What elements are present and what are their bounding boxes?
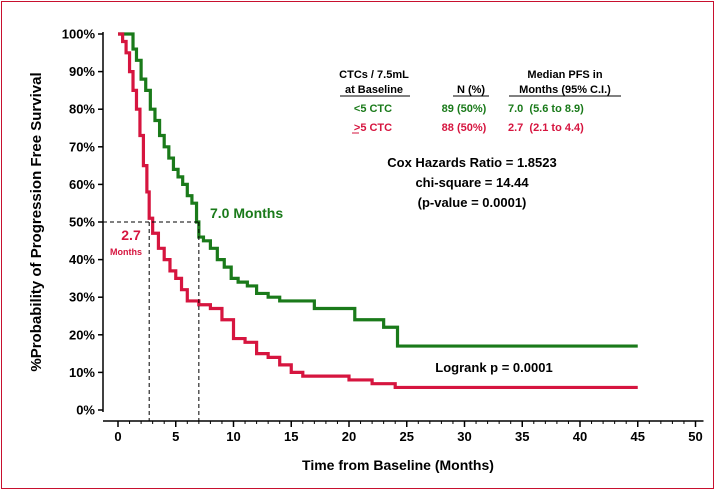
x-tick-label: 25: [400, 429, 414, 444]
x-tick-label: 5: [172, 429, 179, 444]
median-reference-lines: [103, 221, 200, 421]
y-tick-label: 50%: [69, 215, 95, 230]
x-tick-label: 15: [284, 429, 298, 444]
series-line-high-ctc: [118, 32, 638, 390]
legend-row-high-group: >5 CTC: [354, 122, 392, 134]
y-tick-label: 10%: [69, 365, 95, 380]
legend-header-group-1: CTCs / 7.5mL: [339, 69, 409, 81]
y-axis-label: %Probability of Progression Free Surviva…: [28, 72, 45, 371]
x-axis-label: Time from Baseline (Months): [302, 457, 494, 473]
chi-square: chi-square = 14.44: [415, 175, 529, 190]
y-tick-label: 70%: [69, 139, 95, 154]
legend-table: CTCs / 7.5mL at Baseline N (%) Median PF…: [339, 69, 621, 134]
legend-header-pfs-2: Months (95% C.I.): [519, 84, 611, 96]
legend-row-low-pfs: 7.0 (5.6 to 8.9): [508, 103, 584, 115]
legend-header-group-2: at Baseline: [345, 84, 403, 96]
x-tick-label: 40: [573, 429, 587, 444]
y-tick-label: 30%: [69, 290, 95, 305]
y-tick-label: 60%: [69, 177, 95, 192]
x-tick-label: 0: [114, 429, 121, 444]
x-tick-label: 30: [457, 429, 471, 444]
y-tick-label: 40%: [69, 252, 95, 267]
y-tick-label: 0%: [76, 403, 95, 418]
legend-row-high-n: 88 (50%): [442, 122, 487, 134]
legend-header-pfs-1: Median PFS in: [527, 69, 602, 81]
legend-row-high-pfs: 2.7 (2.1 to 4.4): [508, 122, 584, 134]
x-tick-label: 20: [342, 429, 356, 444]
median-label-high: 2.7: [121, 227, 141, 243]
x-tick-label: 35: [515, 429, 529, 444]
cox-hazards-ratio: Cox Hazards Ratio = 1.8523: [387, 155, 556, 170]
y-tick-label: 20%: [69, 327, 95, 342]
x-tick-label: 50: [688, 429, 702, 444]
median-sublabel-high: Months: [110, 247, 142, 257]
legend-row-low-n: 89 (50%): [442, 103, 487, 115]
x-tick-label: 45: [631, 429, 645, 444]
legend-row-low-group: <5 CTC: [354, 103, 392, 115]
logrank-p: Logrank p = 0.0001: [435, 360, 552, 375]
median-label-low: 7.0 Months: [210, 205, 283, 221]
y-tick-label: 100%: [62, 27, 96, 42]
y-tick-label: 90%: [69, 64, 95, 79]
cox-p-value: (p-value = 0.0001): [418, 195, 527, 210]
legend-header-n: N (%): [457, 84, 485, 96]
axes: 0% 10% 20% 30% 40% 50% 60% 70% 80% 90% 100% 0 5 10 15 2…: [62, 27, 704, 444]
y-tick-label: 80%: [69, 102, 95, 117]
x-tick-label: 10: [226, 429, 240, 444]
